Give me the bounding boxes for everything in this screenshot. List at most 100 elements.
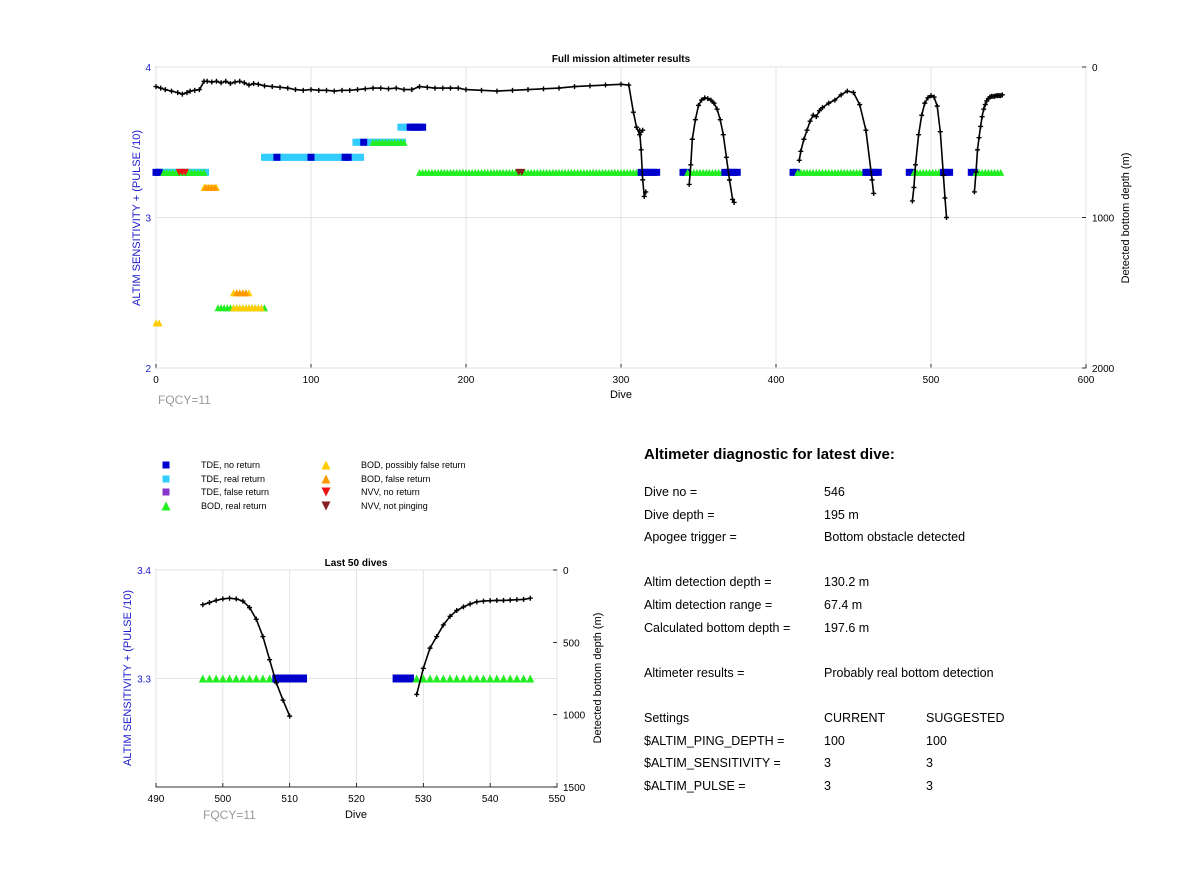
legend-marker-icon <box>162 461 170 469</box>
legend-label: TDE, real return <box>201 473 266 484</box>
altim-detection-depth-value: 130.2 m <box>824 575 870 590</box>
marker-bod-real-return <box>439 674 448 683</box>
marker-tde-no-return <box>392 674 401 683</box>
depth-point <box>355 87 360 93</box>
spacer <box>644 684 1184 707</box>
marker-tde-no-return <box>162 461 170 469</box>
dive-no-label: Dive no = <box>644 485 698 499</box>
pulse-label: $ALTIM_PULSE = <box>644 778 746 793</box>
pulse-row: $ALTIM_PULSE = 3 3 <box>644 775 1184 798</box>
depth-point <box>233 596 239 602</box>
depth-point <box>427 645 433 651</box>
marker-bod-real-return <box>466 674 475 683</box>
depth-point <box>832 97 838 103</box>
y2-tick-label: 1000 <box>1092 214 1115 225</box>
depth-point <box>187 88 193 94</box>
marker-tde-no-return <box>399 674 408 683</box>
ping-depth-row: $ALTIM_PING_DEPTH = 100 100 <box>644 730 1184 753</box>
x-tick-label: 300 <box>613 375 630 386</box>
depth-point <box>447 613 453 619</box>
depth-point <box>643 189 649 195</box>
depth-point <box>255 81 261 87</box>
depth-point <box>720 132 726 138</box>
depth-point <box>213 78 219 84</box>
depth-point <box>251 81 257 87</box>
marker-bod-real-return <box>400 138 408 146</box>
depth-point <box>184 90 190 96</box>
depth-point <box>922 100 928 106</box>
depth-point <box>240 598 246 604</box>
depth-point <box>308 87 314 93</box>
depth-point <box>179 91 185 97</box>
depth-point <box>527 595 533 601</box>
depth-point <box>362 86 368 92</box>
depth-point <box>804 127 810 133</box>
depth-point <box>440 85 446 91</box>
depth-point <box>838 92 844 98</box>
depth-point <box>460 604 466 610</box>
marker-bod-real-return <box>200 168 208 176</box>
marker-bod-real-return <box>492 674 501 683</box>
depth-point <box>556 85 562 91</box>
marker-bod-real-return <box>506 674 515 683</box>
calculated-bottom-depth-label: Calculated bottom depth = <box>644 620 791 635</box>
depth-point <box>711 100 717 106</box>
depth-point <box>510 87 515 93</box>
marker-bod-real-return <box>225 674 234 683</box>
depth-point <box>463 87 469 93</box>
depth-point <box>501 597 507 603</box>
depth-point <box>467 601 473 607</box>
x-tick-label: 510 <box>281 794 298 805</box>
depth-point <box>925 95 931 101</box>
y2-tick-label: 0 <box>563 566 569 577</box>
altim-detection-range-label: Altim detection range = <box>644 597 773 612</box>
marker-bod-real-return <box>499 674 508 683</box>
depth-point <box>378 85 384 91</box>
x-tick-label: 600 <box>1078 375 1095 386</box>
suggested-header: SUGGESTED <box>926 710 1005 725</box>
depth-point <box>982 102 988 108</box>
marker-tde-real-return <box>357 153 365 161</box>
depth-point <box>262 83 267 89</box>
spacer <box>644 639 1184 662</box>
marker-bod-real-return <box>426 674 435 683</box>
depth-point <box>247 605 253 611</box>
depth-point <box>409 87 415 93</box>
marker-bod-real-return <box>432 674 441 683</box>
marker-bod-real-return <box>205 674 214 683</box>
marker-runs <box>198 674 535 683</box>
chart-title: Last 50 dives <box>325 558 388 569</box>
depth-point <box>521 596 527 602</box>
depth-point <box>730 196 736 202</box>
x-tick-label: 520 <box>348 794 365 805</box>
altim-detection-depth-label: Altim detection depth = <box>644 575 772 590</box>
marker-bod-real-return <box>198 674 207 683</box>
depth-point <box>909 198 915 204</box>
depth-point <box>934 103 940 109</box>
depth-point <box>796 157 802 163</box>
depth-point <box>937 129 943 135</box>
legend-label: TDE, false return <box>201 487 270 498</box>
marker-tde-no-return <box>946 168 954 176</box>
depth-point <box>727 177 732 183</box>
depth-point <box>401 87 407 93</box>
depth-point <box>347 87 353 93</box>
depth-point <box>525 87 531 93</box>
depth-point <box>393 85 399 91</box>
depth-lines <box>153 78 1005 220</box>
sensitivity-suggested: 3 <box>926 756 933 771</box>
fqcy-annotation: FQCY=11 <box>203 808 256 822</box>
depth-point <box>200 602 206 608</box>
marker-bod-real-return <box>486 674 495 683</box>
altim-detection-range-value: 67.4 m <box>824 597 863 612</box>
depth-point <box>976 135 982 141</box>
depth-point <box>931 94 937 100</box>
depth-point <box>206 600 212 606</box>
x-tick-label: 490 <box>148 794 165 805</box>
depth-point <box>813 114 819 120</box>
calculated-bottom-depth-row: Calculated bottom depth = 197.6 m <box>644 617 1184 640</box>
depth-point <box>851 90 856 96</box>
marker-nvv-no-return <box>321 487 331 497</box>
depth-point <box>999 92 1005 98</box>
